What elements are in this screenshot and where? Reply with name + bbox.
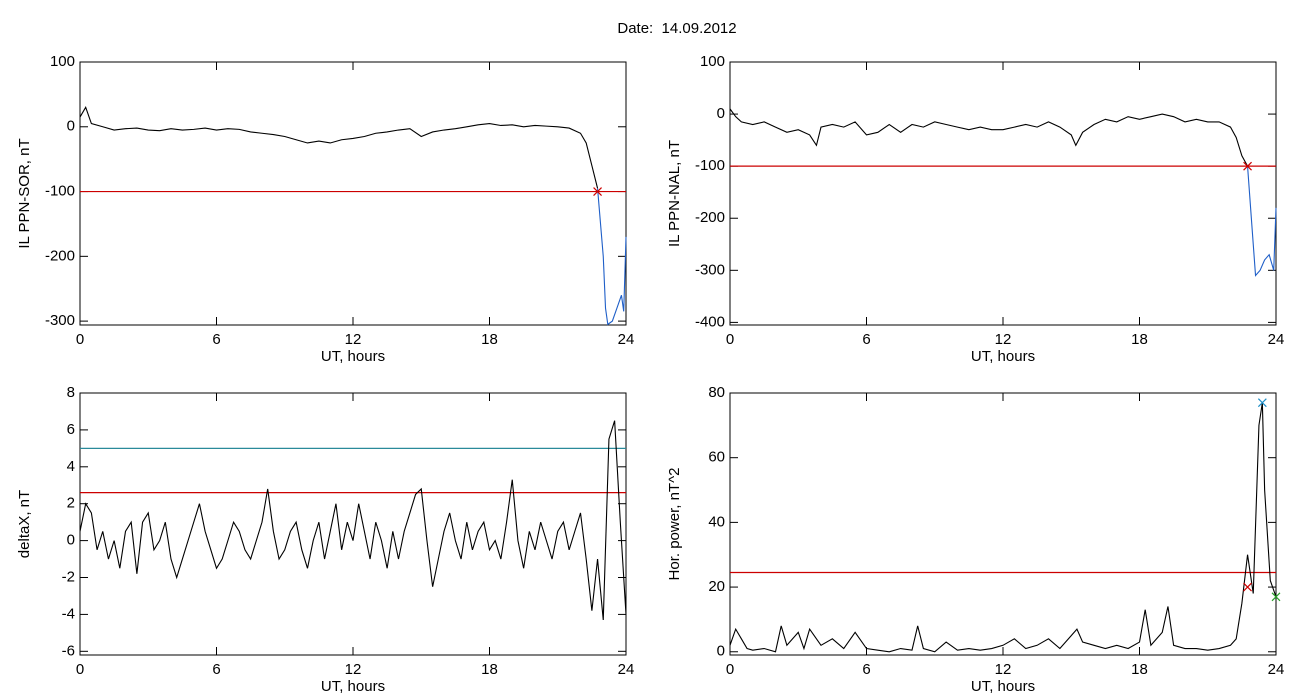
marker — [593, 187, 602, 196]
y-tick-label: -100 — [45, 183, 75, 200]
data-line — [729, 108, 1249, 167]
data-line — [79, 106, 599, 189]
y-tick-label: 4 — [67, 458, 75, 475]
panel: -400 -300 -200 -100 0 100 0 6 12 18 24 UT, hours IL … — [666, 53, 1284, 365]
y-axis-label: deltaX, nT — [16, 490, 33, 558]
y-tick-label: 80 — [708, 384, 725, 401]
y-tick-label: 6 — [67, 421, 75, 438]
y-tick-label: -6 — [62, 642, 75, 659]
x-tick-label: 6 — [212, 331, 220, 348]
x-tick-label: 18 — [1131, 661, 1148, 678]
data-line — [597, 188, 627, 326]
x-tick-label: 0 — [76, 661, 84, 678]
y-tick-label: -4 — [62, 605, 75, 622]
x-tick-label: 0 — [726, 661, 734, 678]
x-axis-label: UT, hours — [971, 678, 1035, 695]
x-tick-label: 12 — [995, 661, 1012, 678]
y-tick-label: 0 — [717, 643, 725, 660]
y-tick-label: 100 — [50, 53, 75, 70]
y-tick-label: 8 — [67, 384, 75, 401]
marker — [1243, 582, 1252, 592]
data-line — [729, 402, 1277, 653]
y-tick-label: -200 — [45, 247, 75, 264]
x-tick-label: 24 — [1268, 661, 1285, 678]
x-tick-label: 6 — [862, 331, 870, 348]
data-line — [1247, 166, 1277, 277]
x-tick-label: 12 — [345, 661, 362, 678]
y-tick-label: 60 — [708, 449, 725, 466]
y-axis-label: Hor. power, nT^2 — [666, 468, 683, 581]
y-tick-label: -200 — [695, 209, 725, 226]
x-tick-label: 6 — [862, 661, 870, 678]
y-tick-label: 0 — [717, 105, 725, 122]
y-tick-label: 0 — [67, 118, 75, 135]
x-tick-label: 6 — [212, 661, 220, 678]
marker — [1271, 592, 1281, 602]
panel: 0 20 40 60 80 0 6 12 18 24 UT, hours Hor. power, nT… — [666, 384, 1284, 695]
y-tick-label: 0 — [67, 532, 75, 549]
x-axis-label: UT, hours — [971, 348, 1035, 365]
panel: -300 -200 -100 0 100 0 6 12 18 24 UT, hours IL PPN-… — [16, 53, 634, 365]
y-tick-label: 40 — [708, 513, 725, 530]
y-tick-label: -300 — [45, 312, 75, 329]
marker — [1257, 398, 1267, 408]
y-tick-label: -100 — [695, 157, 725, 174]
x-tick-label: 18 — [1131, 331, 1148, 348]
x-tick-label: 0 — [76, 331, 84, 348]
y-axis-label: IL PPN-NAL, nT — [666, 140, 683, 247]
y-tick-label: -2 — [62, 568, 75, 585]
y-tick-label: -300 — [695, 261, 725, 278]
y-axis-label: IL PPN-SOR, nT — [16, 138, 33, 248]
x-tick-label: 24 — [618, 331, 635, 348]
x-axis-label: UT, hours — [321, 348, 385, 365]
y-tick-label: 2 — [67, 495, 75, 512]
y-tick-label: 20 — [708, 578, 725, 595]
y-tick-label: 100 — [700, 53, 725, 70]
x-tick-label: 12 — [995, 331, 1012, 348]
x-tick-label: 12 — [345, 331, 362, 348]
x-tick-label: 24 — [1268, 331, 1285, 348]
x-axis-label: UT, hours — [321, 678, 385, 695]
marker — [1243, 161, 1252, 171]
x-tick-label: 18 — [481, 661, 498, 678]
x-tick-label: 24 — [618, 661, 635, 678]
x-tick-label: 18 — [481, 331, 498, 348]
x-tick-label: 0 — [726, 331, 734, 348]
y-tick-label: -400 — [695, 313, 725, 330]
data-line — [79, 420, 627, 620]
figure-title: Date: 14.09.2012 — [617, 20, 736, 37]
